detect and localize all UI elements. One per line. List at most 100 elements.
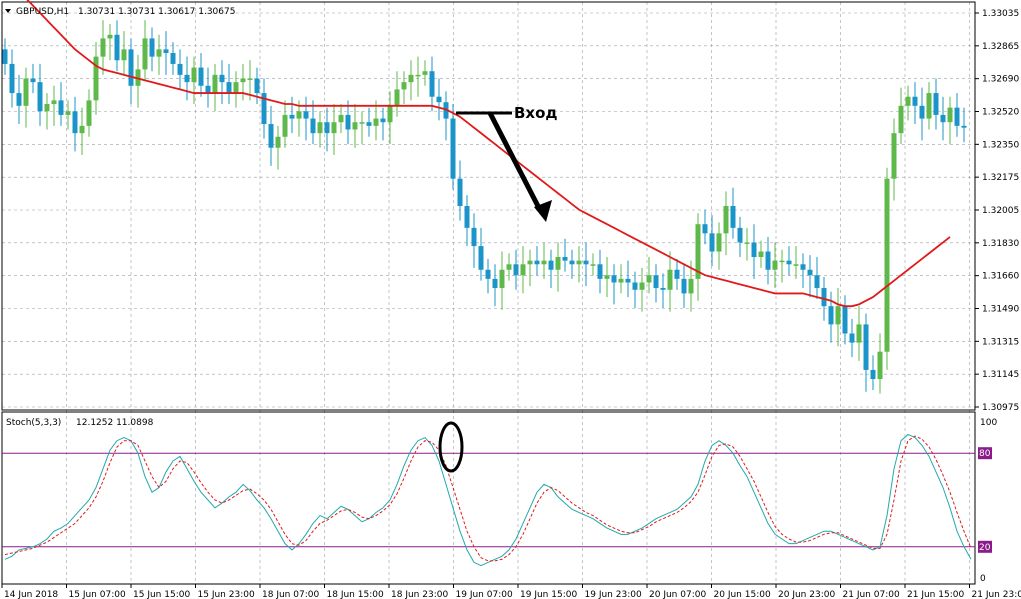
candle-body xyxy=(660,287,666,290)
time-tick-label: 20 Jun 15:00 xyxy=(714,590,771,599)
candle-body xyxy=(534,260,540,265)
candle-body xyxy=(821,287,827,307)
candle-body xyxy=(128,49,134,86)
candle-body xyxy=(709,233,715,252)
time-tick-label: 15 Jun 23:00 xyxy=(198,590,255,599)
candle-body xyxy=(835,306,841,325)
time-tick-label: 18 Jun 23:00 xyxy=(391,590,448,599)
price-pane xyxy=(1,1,976,411)
candle-body xyxy=(926,93,932,119)
candle-body xyxy=(51,100,57,104)
candle-body xyxy=(870,369,876,380)
candle-body xyxy=(905,96,911,106)
candle-body xyxy=(877,351,883,380)
stoch-tick-label: 100 xyxy=(980,418,997,428)
candle-body xyxy=(373,118,379,126)
candle-body xyxy=(100,38,106,57)
stoch-level-badge xyxy=(978,447,992,460)
time-tick-label: 19 Jun 07:00 xyxy=(456,590,513,599)
candle-body xyxy=(513,264,519,276)
candle-body xyxy=(737,227,743,243)
candle-body xyxy=(142,38,148,70)
candle-body xyxy=(891,133,897,179)
candle-body xyxy=(625,278,631,283)
candle-body xyxy=(576,260,582,265)
candle-body xyxy=(282,114,288,137)
time-tick-label: 15 Jun 15:00 xyxy=(133,590,190,599)
candle-body xyxy=(212,74,218,94)
candle-body xyxy=(506,264,512,270)
candle-body xyxy=(940,114,946,123)
candle-body xyxy=(114,34,120,61)
stochastic-values: 12.1252 11.0898 xyxy=(76,418,154,428)
candle-body xyxy=(569,260,575,265)
candle-body xyxy=(548,260,554,270)
candle-body xyxy=(261,93,267,125)
candle-body xyxy=(492,278,498,288)
entry-arrow-shaft xyxy=(487,111,543,212)
price-tick-label: 1.32175 xyxy=(982,173,1019,183)
candle-body xyxy=(646,275,652,283)
candle-body xyxy=(422,71,428,75)
candle-body xyxy=(695,224,701,279)
grid-lines xyxy=(2,2,975,584)
candle-body xyxy=(520,264,526,276)
candle-body xyxy=(184,74,190,83)
chart-menu-triangle-icon[interactable] xyxy=(5,9,11,13)
candle-body xyxy=(170,53,176,64)
signal-circle xyxy=(438,421,464,473)
candle-body xyxy=(674,269,680,279)
candle-body xyxy=(233,82,239,94)
candle-body xyxy=(65,111,71,115)
candle-body xyxy=(541,260,547,265)
candle-body xyxy=(653,275,659,288)
candle-body xyxy=(401,82,407,90)
price-tick-label: 1.32690 xyxy=(982,75,1019,85)
candle-body xyxy=(793,264,799,266)
candle-body xyxy=(828,306,834,325)
candle-body xyxy=(121,49,127,61)
ohlc-values: 1.30731 1.30731 1.30617 1.30675 xyxy=(78,7,235,17)
candle-body xyxy=(527,260,533,265)
candle-body xyxy=(254,78,260,94)
candle-body xyxy=(688,278,694,294)
candle-body xyxy=(499,269,505,288)
candle-body xyxy=(268,124,274,148)
candle-body xyxy=(338,114,344,123)
candle-body xyxy=(394,89,400,106)
entry-annotation: Вход xyxy=(438,104,558,473)
stochastic-levels xyxy=(2,452,975,548)
entry-label: Вход xyxy=(514,104,558,122)
candle-body xyxy=(800,264,806,270)
candle-body xyxy=(730,206,736,228)
time-tick-label: 20 Jun 07:00 xyxy=(649,590,706,599)
price-tick-label: 1.33035 xyxy=(982,9,1019,19)
time-tick-label: 14 Jun 2018 xyxy=(4,590,58,599)
candle-body xyxy=(842,306,848,334)
stochastic-axis: 100 80 20 0 xyxy=(978,418,997,584)
candle-body xyxy=(23,78,29,106)
candle-body xyxy=(758,251,764,257)
candle-body xyxy=(93,56,99,101)
candle-body xyxy=(618,278,624,283)
candle-body xyxy=(310,118,316,134)
price-tick-label: 1.31490 xyxy=(982,305,1019,315)
stochastic-pane xyxy=(1,411,976,585)
price-tick-label: 1.31315 xyxy=(982,337,1019,347)
candle-body xyxy=(30,78,36,83)
candle-body xyxy=(807,269,813,276)
time-tick-label: 21 Jun 07:00 xyxy=(843,590,900,599)
candle-body xyxy=(331,122,337,134)
candle-body xyxy=(478,246,484,270)
candle-body xyxy=(933,93,939,115)
candle-body xyxy=(72,111,78,134)
moving-average-line xyxy=(26,0,951,308)
candle-body xyxy=(191,67,197,83)
time-tick-label: 20 Jun 23:00 xyxy=(778,590,835,599)
candle-body xyxy=(464,206,470,228)
price-tick-label: 1.32005 xyxy=(982,206,1019,216)
stoch-tick-label: 80 xyxy=(979,449,991,459)
time-tick-label: 19 Jun 23:00 xyxy=(585,590,642,599)
candle-body xyxy=(408,74,414,83)
